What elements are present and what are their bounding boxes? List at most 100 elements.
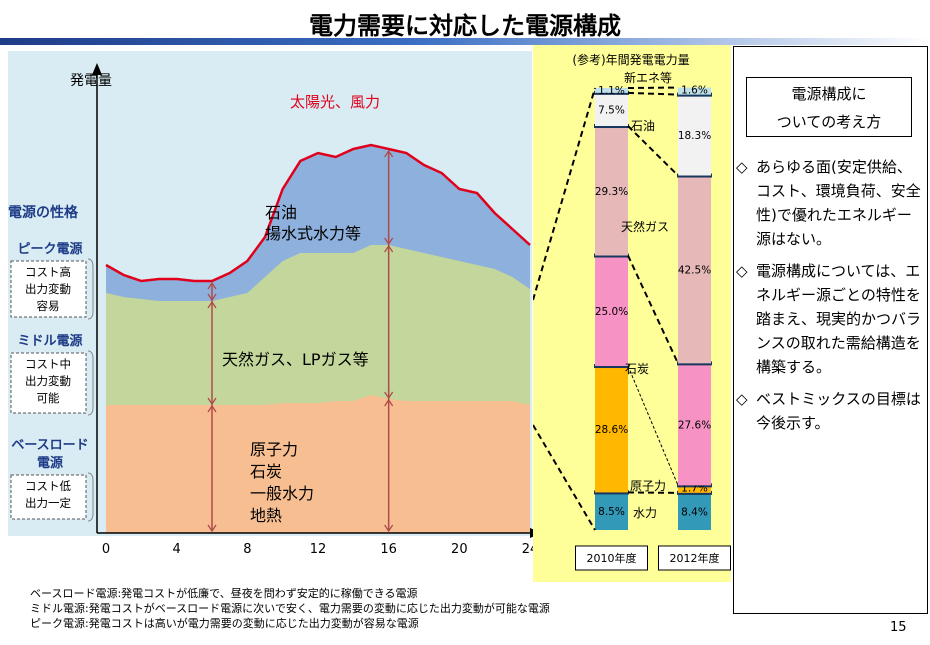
category-desc-text: コスト低 [25,479,71,493]
bar-value-label: 25.0% [595,306,628,318]
year-label: 2012年度 [670,551,720,565]
bar-value-label: 28.6% [595,424,628,436]
zoom-connector-line [533,424,596,531]
side-panel-list: ◇ あらゆる面(安定供給、コスト、環境負荷、安全性)で優れたエネルギー源はない。 … [736,155,926,443]
bar-segment [595,88,628,93]
nature-heading: 電源の性格 [8,204,79,221]
bar-value-label: 8.5% [598,506,625,518]
category-bracket [87,472,94,522]
side-panel-title-line2: ついての考え方 [776,113,882,131]
bar-value-label: 8.4% [681,506,708,518]
category-desc-text: コスト中 [25,357,71,371]
arrow-head-icon [384,237,394,246]
side-panel-item: ◇ ベストミックスの目標は今後示す。 [736,387,926,435]
solar-wind-line [105,143,531,283]
baseload-area-label: 石炭 [250,462,282,481]
arrow-head-icon [384,524,394,533]
category-name: ミドル電源 [17,333,82,349]
year-label-box [658,545,731,571]
bar-segment [595,92,628,127]
side-panel-item: ◇ 電源構成については、エネルギー源ごとの特性を踏まえ、現実的かつバランスの取れた… [736,259,926,379]
diamond-bullet-icon: ◇ [736,262,748,280]
arrow-head-icon [207,397,217,406]
bar-segment [678,94,711,176]
bar-segment [595,366,628,493]
bar-chart-title: (参考)年間発電電力量 [572,52,689,67]
x-tick-label: 20 [451,542,468,557]
category-name: ピーク電源 [17,241,82,257]
baseload-area-label: 原子力 [250,440,298,459]
bar-series-label: 石炭 [625,362,649,376]
annual-generation-bar-chart: (参考)年間発電電力量 8.5% 28.6% 25.0% 29.3% 7.5% 1.1% 8.… [533,45,731,582]
bar-value-label: 7.5% [598,104,625,116]
bar-segment [595,255,628,367]
baseload-area [106,395,530,533]
arrow-head-icon [384,244,394,253]
page-number: 15 [890,620,907,635]
footnote-baseload: ベースロード電源:発電コストが低廉で、昼夜を問わず安定的に稼働できる電源 [30,587,418,600]
category-desc-text: 出力変動 [25,374,71,388]
daily-load-curve-chart: 発電量時間04812162024太陽光、風力石油揚水式水力等天然ガス、LPガス等… [8,51,533,557]
x-tick-label: 4 [173,542,181,557]
x-tick-label: 12 [310,542,327,557]
category-desc-text: 出力変動 [25,282,71,296]
bar-segment [678,175,711,364]
category-bracket [87,258,94,320]
y-axis-label: 発電量 [70,73,112,89]
year-label: 2010年度 [587,551,637,565]
baseload-area-label: 地熱 [250,506,282,525]
x-tick-label: 8 [243,542,251,557]
category-desc-text: 出力一定 [25,496,71,510]
bar-series-label: 原子力 [630,479,666,493]
x-tick-label: 24 [522,542,533,557]
arrow-head-icon [207,524,217,533]
side-panel: 電源構成に ついての考え方 ◇ あらゆる面(安定供給、コスト、環境負荷、安全性)で… [733,46,928,614]
category-desc-text: 容易 [37,299,60,313]
bar-value-label: 27.6% [678,419,711,431]
arrow-head-icon [384,149,394,158]
category-name: 電源 [37,455,63,471]
bar-connector-line [627,365,679,486]
peak-area-label: 揚水式水力等 [265,224,361,243]
category-desc-text: コスト高 [25,265,71,279]
side-panel-title: 電源構成に ついての考え方 [746,77,912,137]
bar-segment [595,126,628,256]
bar-segment [595,492,628,530]
arrow-head-icon [207,281,217,290]
bar-connector-line [627,91,679,96]
bar-segment [678,363,711,486]
solar-wind-label: 太陽光、風力 [290,93,380,111]
x-tick-label: 16 [380,542,397,557]
bar-value-label: 1.6% [681,85,708,97]
side-panel-item-text: ベストミックスの目標は今後示す。 [756,390,921,432]
middle-area-label: 天然ガス、LPガス等 [222,350,369,369]
y-axis-arrow-icon [92,63,102,75]
arrow-head-icon [207,293,217,302]
page-title: 電力需要に対応した電源構成 [309,12,621,40]
bar-value-label: 29.3% [595,186,628,198]
peak-area-label: 石油 [265,203,297,222]
side-panel-title-line1: 電源構成に [791,85,867,103]
diamond-bullet-icon: ◇ [736,390,748,408]
diamond-bullet-icon: ◇ [736,158,748,176]
bar-segment [678,87,711,95]
year-label-box [575,545,648,571]
category-desc-box [10,260,87,318]
bar-value-label: 1.1% [598,85,625,97]
x-tick-label: 0 [102,542,110,557]
bar-segment-divider [677,92,712,97]
footnotes: ベースロード電源:発電コストが低廉で、昼夜を問わず安定的に稼働できる電源 ミドル… [30,586,550,631]
bar-series-label: 水力 [633,506,657,520]
side-panel-item-text: あらゆる面(安定供給、コスト、環境負荷、安全性)で優れたエネルギー源はない。 [756,158,921,248]
arrow-head-icon [384,398,394,407]
arrow-head-icon [207,300,217,309]
category-desc-box [10,474,87,520]
bar-series-label: 天然ガス [621,219,669,234]
bar-connector-line [627,125,679,177]
side-panel-item: ◇ あらゆる面(安定供給、コスト、環境負荷、安全性)で優れたエネルギー源はない。 [736,155,926,251]
zoom-connector-line [533,87,596,301]
baseload-area-label: 一般水力 [250,484,314,503]
side-panel-item-text: 電源構成については、エネルギー源ごとの特性を踏まえ、現実的かつバランスの取れた需… [756,262,922,376]
category-name: ベースロード [11,438,88,453]
x-axis-arrow-icon [530,528,533,538]
